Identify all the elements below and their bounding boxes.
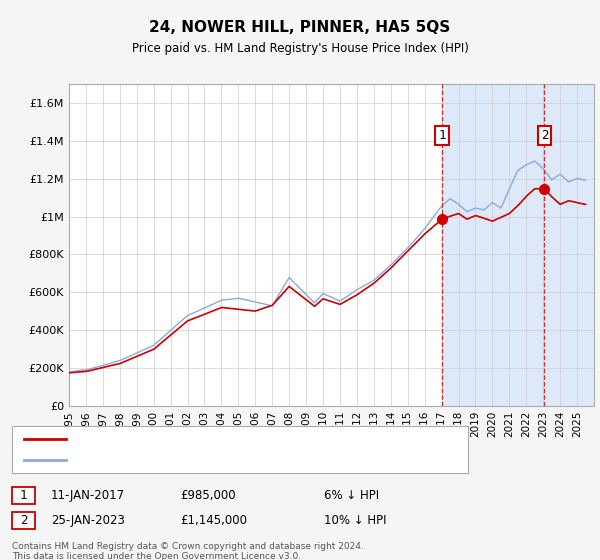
Text: 24, NOWER HILL, PINNER, HA5 5QS (detached house): 24, NOWER HILL, PINNER, HA5 5QS (detache… — [72, 434, 371, 444]
Text: Price paid vs. HM Land Registry's House Price Index (HPI): Price paid vs. HM Land Registry's House … — [131, 42, 469, 55]
Text: 11-JAN-2017: 11-JAN-2017 — [51, 489, 125, 502]
Text: £1,145,000: £1,145,000 — [180, 514, 247, 528]
Bar — [442, 84, 594, 406]
Text: HPI: Average price, detached house, Harrow: HPI: Average price, detached house, Harr… — [72, 455, 318, 465]
Text: 24, NOWER HILL, PINNER, HA5 5QS: 24, NOWER HILL, PINNER, HA5 5QS — [149, 20, 451, 35]
Text: 25-JAN-2023: 25-JAN-2023 — [51, 514, 125, 528]
Text: 2: 2 — [541, 129, 548, 142]
Text: 10% ↓ HPI: 10% ↓ HPI — [324, 514, 386, 528]
Text: £985,000: £985,000 — [180, 489, 236, 502]
Text: Contains HM Land Registry data © Crown copyright and database right 2024.
This d: Contains HM Land Registry data © Crown c… — [12, 542, 364, 560]
Text: 2: 2 — [20, 514, 27, 528]
Text: 1: 1 — [20, 489, 27, 502]
Text: 6% ↓ HPI: 6% ↓ HPI — [324, 489, 379, 502]
Text: 1: 1 — [439, 129, 446, 142]
